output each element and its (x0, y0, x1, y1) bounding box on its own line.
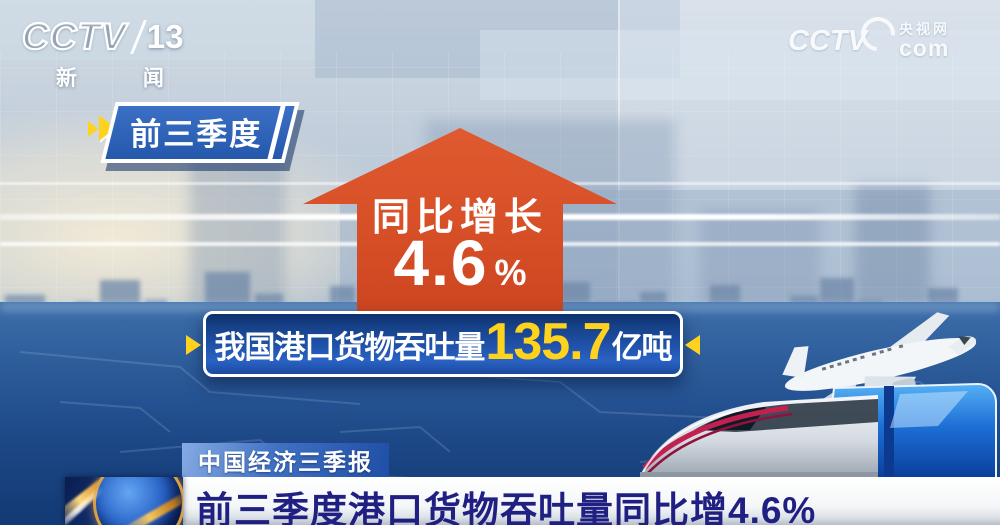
slash-divider (129, 20, 147, 54)
stat-box: 我国港口货物吞吐量 135.7 亿吨 (186, 311, 700, 377)
pointer-left-icon (685, 335, 700, 355)
badge-slash-accent (267, 106, 286, 159)
headline-text: 前三季度港口货物吞吐量同比增4.6% (196, 490, 817, 525)
glass-panel (0, 0, 320, 60)
topic-badge: 中国经济三季报 (182, 443, 389, 477)
growth-value: 4.6 (393, 227, 489, 299)
quarter-badge: 前三季度 (100, 102, 300, 163)
cctv13-logo: CCTV 13 新 闻 (21, 15, 194, 92)
site-domain: com (899, 35, 950, 61)
arrow-caption: 同比增长 (371, 197, 548, 239)
growth-unit: % (494, 252, 527, 293)
stat-label: 我国港口货物吞吐量 (214, 329, 485, 365)
stat-unit: 亿吨 (611, 329, 673, 365)
cctv-com-logo: CCTV 央视网 com (788, 10, 950, 61)
glass-panel (480, 30, 1000, 100)
cctv-wordmark: CCTV (21, 15, 127, 58)
up-arrow-icon (303, 128, 617, 316)
cctv-globe-logo (65, 477, 183, 525)
cctv-wordmark: CCTV (788, 24, 867, 57)
headline-bar (183, 477, 1000, 525)
channel-number: 13 (146, 18, 184, 55)
topic-badge-label: 中国经济三季报 (198, 449, 373, 475)
channel-name: 新 闻 (56, 67, 194, 90)
train-graphic (640, 382, 997, 480)
chevron-right-icon (88, 121, 98, 137)
growth-arrow-graphic: 同比增长 4.6% (295, 126, 625, 316)
glass-panel (618, 0, 1000, 335)
quarter-badge-label: 前三季度 (130, 117, 263, 152)
stat-value: 135.7 (485, 313, 611, 371)
site-name: 央视网 (899, 21, 950, 37)
pointer-right-icon (186, 335, 201, 355)
